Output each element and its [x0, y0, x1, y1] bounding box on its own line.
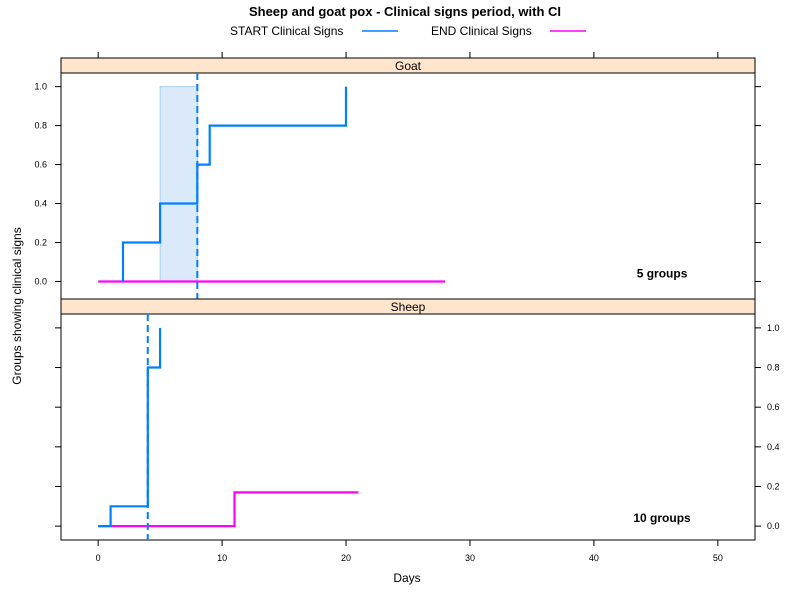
panel-sheep: Sheep 0.0 0.2 0.4 0.6 0.8 1.0 10 groups	[55, 298, 780, 541]
y-tick-label-sheep: 0.2	[767, 481, 780, 491]
group-count-sheep: 10 groups	[633, 511, 691, 525]
legend: START Clinical Signs END Clinical Signs	[230, 24, 586, 38]
y-tick-label-goat: 0.8	[34, 121, 47, 131]
y-tick-label-sheep: 0.6	[767, 402, 780, 412]
y-axis-label: Groups showing clinical signs	[10, 227, 24, 384]
legend-label-start: START Clinical Signs	[230, 24, 343, 38]
x-tick-label: 50	[713, 553, 723, 563]
legend-label-end: END Clinical Signs	[431, 24, 532, 38]
x-tick-label: 0	[96, 553, 101, 563]
x-tick-label: 10	[217, 553, 227, 563]
y-tick-label-sheep: 0.0	[767, 521, 780, 531]
series-line-start-sheep	[98, 327, 162, 528]
y-tick-label-goat: 0.6	[34, 160, 47, 170]
ci-band-goat	[159, 86, 198, 282]
y-tick-label-goat: 1.0	[34, 82, 47, 92]
x-axis: 0 10 20 30 40 50	[96, 52, 723, 563]
x-tick-label: 20	[341, 553, 351, 563]
group-count-goat: 5 groups	[637, 266, 688, 280]
y-tick-label-sheep: 0.4	[767, 442, 780, 452]
y-tick-label-sheep: 1.0	[767, 323, 780, 333]
y-tick-label-sheep: 0.8	[767, 363, 780, 373]
strip-label-goat: Goat	[395, 59, 422, 73]
y-tick-label-goat: 0.0	[34, 276, 47, 286]
panel-goat: Goat 0.0 0.2 0.4 0.6 0.8 1.0 5 groups	[34, 57, 761, 300]
panels: Goat 0.0 0.2 0.4 0.6 0.8 1.0 5 groups Sheep 0.0 0.…	[34, 57, 780, 541]
y-tick-label-goat: 0.2	[34, 238, 47, 248]
panel-frame-sheep	[60, 313, 756, 541]
chart-title: Sheep and goat pox - Clinical signs peri…	[249, 4, 561, 19]
x-tick-label: 40	[589, 553, 599, 563]
x-axis-label: Days	[393, 571, 420, 585]
series-line-end-sheep	[98, 491, 359, 528]
strip-label-sheep: Sheep	[391, 300, 426, 314]
series-line-start-goat	[121, 86, 348, 282]
x-tick-label: 30	[465, 553, 475, 563]
y-tick-label-goat: 0.4	[34, 199, 47, 209]
